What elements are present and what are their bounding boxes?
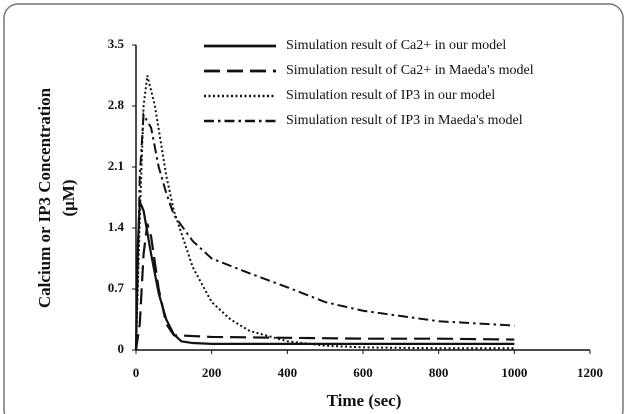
y-axis-title-unit: (μM): [59, 179, 78, 216]
x-axis-title: Time (sec): [327, 391, 402, 410]
legend-label: Simulation result of IP3 in Maeda's mode…: [286, 113, 523, 128]
series-line: [134, 201, 515, 351]
x-tick-label: 400: [278, 365, 298, 380]
x-tick-label: 1200: [577, 365, 603, 380]
y-tick-label: 1.4: [108, 219, 125, 234]
x-tick-label: 200: [202, 365, 222, 380]
series-line: [135, 75, 515, 351]
y-tick-label: 2.8: [108, 97, 125, 112]
y-tick-label: 2.1: [108, 158, 124, 173]
series-line: [135, 111, 515, 351]
y-axis-title: Calcium or IP3 Concentration: [35, 87, 54, 308]
legend-label: Simulation result of IP3 in our model: [286, 88, 495, 103]
y-tick-label: 3.5: [108, 36, 125, 51]
x-tick-label: 600: [353, 365, 373, 380]
frame: [3, 3, 624, 414]
series-line: [134, 223, 515, 351]
legend-label: Simulation result of Ca2+ in our model: [286, 38, 506, 53]
y-tick-label: 0.7: [108, 280, 125, 295]
y-tick-label: 0: [118, 341, 125, 356]
legend-label: Simulation result of Ca2+ in Maeda's mod…: [286, 63, 534, 78]
x-tick-label: 1000: [501, 365, 527, 380]
x-tick-label: 800: [429, 365, 449, 380]
x-tick-label: 0: [133, 365, 140, 380]
